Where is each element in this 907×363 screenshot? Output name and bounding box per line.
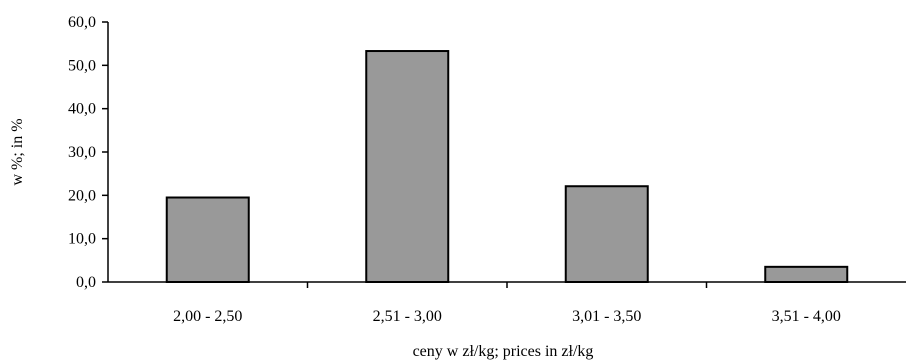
y-tick-label: 10,0: [68, 231, 96, 248]
x-axis-ticks: 2,00 - 2,50 2,51 - 3,00 3,01 - 3,50 3,51 - …: [173, 282, 841, 325]
y-axis-title: w %; in %: [9, 118, 26, 185]
y-tick-label: 30,0: [68, 144, 96, 161]
y-tick-label: 20,0: [68, 187, 96, 204]
y-tick-label: 40,0: [68, 101, 96, 118]
bar: [165, 196, 250, 283]
y-axis-ticks: 0,0 10,0 20,0 30,0 40,0 50,0 60,0: [68, 14, 108, 291]
x-axis-title: ceny w zł/kg; prices in zł/kg: [413, 343, 594, 360]
x-tick-label: 3,51 - 4,00: [772, 308, 841, 325]
x-tick-label: 2,00 - 2,50: [173, 308, 242, 325]
x-tick-label: 2,51 - 3,00: [373, 308, 442, 325]
y-tick-label: 50,0: [68, 57, 96, 74]
bar: [564, 185, 649, 284]
bar: [764, 265, 849, 284]
x-tick-label: 3,01 - 3,50: [572, 308, 641, 325]
y-tick-label: 0,0: [76, 274, 96, 291]
y-tick-label: 60,0: [68, 14, 96, 31]
bar: [365, 50, 450, 283]
bars: [165, 50, 849, 284]
